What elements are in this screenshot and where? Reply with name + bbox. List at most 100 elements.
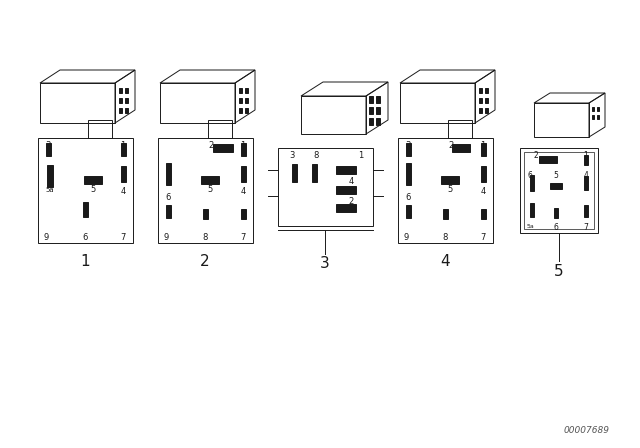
Text: 4: 4 — [120, 188, 125, 197]
Text: 9: 9 — [44, 233, 49, 241]
Text: 1: 1 — [241, 141, 246, 150]
Bar — [481, 209, 486, 219]
Bar — [84, 176, 102, 184]
Text: 4: 4 — [584, 172, 588, 181]
Bar — [530, 175, 534, 191]
Text: 5a: 5a — [526, 224, 534, 229]
Bar — [539, 156, 557, 164]
Text: 7: 7 — [120, 233, 125, 241]
Bar — [336, 186, 356, 194]
Bar — [442, 209, 447, 219]
Bar — [584, 205, 588, 217]
Text: 5: 5 — [90, 185, 95, 194]
Text: 1: 1 — [358, 151, 364, 160]
Bar — [239, 108, 241, 113]
Bar — [550, 183, 562, 189]
Bar — [597, 107, 599, 111]
Text: 4: 4 — [348, 177, 354, 185]
Bar — [336, 166, 356, 174]
Text: 1: 1 — [120, 141, 125, 150]
Bar — [597, 115, 599, 119]
Text: 8: 8 — [202, 233, 208, 241]
Bar — [452, 144, 470, 152]
Text: 00007689: 00007689 — [564, 426, 610, 435]
Text: 2: 2 — [209, 141, 214, 150]
Bar — [336, 204, 356, 212]
Bar — [584, 176, 588, 190]
Bar — [376, 96, 380, 103]
Bar — [47, 165, 53, 187]
Bar — [241, 209, 246, 219]
Bar — [406, 143, 410, 156]
Text: 2: 2 — [200, 254, 210, 268]
Text: 2: 2 — [449, 141, 454, 150]
Bar — [479, 89, 481, 94]
Bar — [158, 138, 253, 243]
Bar — [120, 143, 125, 156]
Bar — [208, 120, 232, 138]
Bar — [291, 164, 296, 182]
Bar — [484, 89, 488, 94]
Bar — [241, 143, 246, 156]
Bar — [398, 138, 493, 243]
Bar — [448, 120, 472, 138]
Bar — [484, 108, 488, 113]
Bar — [481, 166, 486, 182]
Bar — [584, 155, 588, 165]
Bar — [88, 120, 112, 138]
Text: 9: 9 — [403, 233, 408, 241]
Bar — [241, 166, 246, 182]
Bar — [201, 176, 219, 184]
Bar — [120, 166, 125, 182]
Text: 4: 4 — [481, 188, 486, 197]
Bar — [376, 108, 380, 115]
Bar — [369, 119, 373, 125]
Bar — [125, 89, 127, 94]
Bar — [166, 163, 170, 185]
Bar — [481, 143, 486, 156]
Text: 7: 7 — [480, 233, 486, 241]
Bar — [554, 208, 558, 218]
Bar — [239, 99, 241, 103]
Text: 6: 6 — [405, 194, 411, 202]
Text: 3: 3 — [320, 257, 330, 271]
Bar — [125, 108, 127, 113]
Text: 1: 1 — [584, 151, 588, 159]
Bar — [484, 99, 488, 103]
Bar — [524, 152, 594, 229]
Bar — [441, 176, 459, 184]
Bar — [312, 164, 317, 182]
Bar — [38, 138, 133, 243]
Text: 9: 9 — [163, 233, 168, 241]
Bar — [83, 202, 88, 217]
Text: 3: 3 — [45, 141, 51, 150]
Bar — [406, 163, 410, 185]
Bar — [45, 143, 51, 156]
Bar — [369, 108, 373, 115]
Text: 5: 5 — [207, 185, 212, 194]
Text: 3: 3 — [289, 151, 294, 160]
Bar — [244, 108, 248, 113]
Bar — [244, 99, 248, 103]
Bar — [406, 206, 410, 219]
Text: 2: 2 — [348, 197, 354, 206]
Text: 3: 3 — [405, 141, 411, 150]
Bar — [239, 89, 241, 94]
Text: 1: 1 — [80, 254, 90, 268]
Text: 7: 7 — [584, 223, 588, 232]
Bar — [213, 144, 233, 152]
Bar — [166, 206, 170, 219]
Bar — [118, 99, 122, 103]
Text: 5: 5 — [554, 172, 559, 181]
Bar — [202, 209, 207, 219]
Bar — [369, 96, 373, 103]
Text: 7: 7 — [240, 233, 246, 241]
Bar — [530, 203, 534, 217]
Text: 4: 4 — [241, 188, 246, 197]
Text: 5: 5 — [447, 185, 452, 194]
Bar — [479, 99, 481, 103]
Text: 5: 5 — [554, 263, 564, 279]
Bar — [376, 119, 380, 125]
Bar — [520, 148, 598, 233]
Bar — [592, 107, 594, 111]
